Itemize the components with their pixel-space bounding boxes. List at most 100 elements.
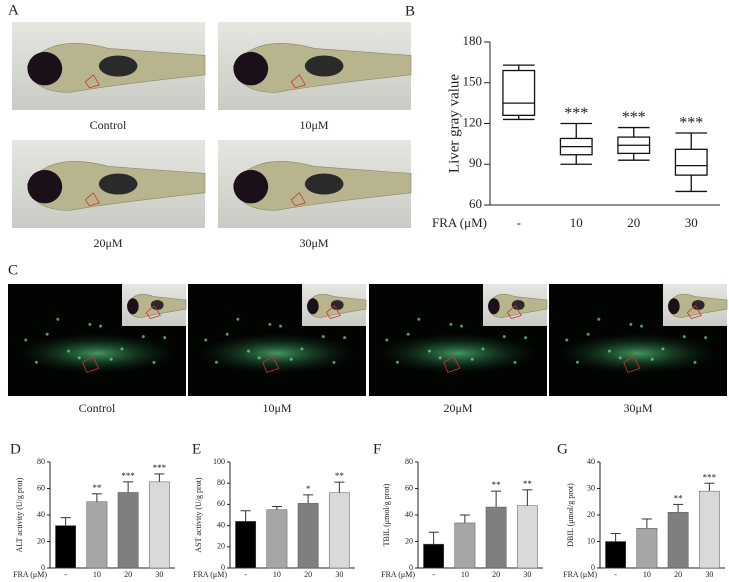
y-tick-label: 80 bbox=[217, 478, 225, 487]
spot bbox=[67, 349, 71, 353]
spot bbox=[524, 336, 528, 340]
spot bbox=[300, 347, 304, 351]
spot bbox=[502, 335, 506, 339]
x-tick-label: 30 bbox=[685, 215, 698, 230]
y-tick-label: 150 bbox=[463, 74, 483, 89]
image-panel-c: C Control 10μM 20μM 30μM bbox=[8, 262, 728, 415]
spot bbox=[428, 349, 432, 353]
caption: 10μM bbox=[299, 118, 328, 132]
x-axis-label: FRA (μM) bbox=[563, 570, 597, 579]
x-tick-label: - bbox=[64, 570, 67, 579]
glow bbox=[196, 333, 358, 374]
spot bbox=[438, 356, 442, 360]
spot bbox=[693, 360, 697, 364]
chart: G 0 10 20 30 40 DBIL (μmol/g prot) FRA (μM) - 10 2… bbox=[557, 441, 725, 579]
spot bbox=[682, 335, 686, 339]
swim-bladder bbox=[330, 299, 344, 311]
y-tick-label: 180 bbox=[463, 33, 483, 48]
bar bbox=[55, 525, 77, 569]
bar bbox=[266, 509, 288, 569]
liver-outline bbox=[82, 355, 100, 373]
significance: ** bbox=[92, 483, 102, 493]
caption: 10μM bbox=[262, 401, 291, 415]
spot bbox=[109, 357, 113, 361]
chart: B 60 90 120 150 180 Liver gray value FRA (μM) - 1… bbox=[405, 3, 720, 230]
liver-outline bbox=[686, 304, 702, 320]
y-tick-label: 40 bbox=[37, 510, 45, 519]
fish-eye bbox=[127, 298, 139, 315]
y-tick-label: 80 bbox=[405, 457, 413, 466]
x-tick-label: 20 bbox=[124, 570, 132, 579]
swim-bladder bbox=[511, 299, 525, 311]
spot bbox=[417, 317, 421, 321]
spot bbox=[470, 357, 474, 361]
y-axis-label: DBIL (μmol/g prot) bbox=[566, 483, 575, 547]
y-tick-label: 80 bbox=[37, 457, 45, 466]
x-tick-label: 10 bbox=[273, 570, 281, 579]
liver-outline bbox=[443, 355, 461, 373]
glow bbox=[377, 333, 539, 374]
x-tick-label: 30 bbox=[335, 570, 343, 579]
bar bbox=[328, 492, 350, 569]
x-axis-label: FRA (μM) bbox=[13, 570, 47, 579]
spot bbox=[236, 317, 240, 321]
x-tick-label: 10 bbox=[643, 570, 651, 579]
y-tick-label: 90 bbox=[469, 155, 482, 170]
y-tick-label: 20 bbox=[587, 510, 595, 519]
spot bbox=[34, 360, 38, 364]
liver-outline bbox=[84, 74, 100, 89]
spot bbox=[214, 360, 218, 364]
x-tick-label: - bbox=[432, 570, 435, 579]
spot bbox=[513, 360, 517, 364]
caption: 30μM bbox=[623, 401, 652, 415]
spot bbox=[565, 338, 569, 342]
spot bbox=[629, 322, 633, 326]
spot bbox=[163, 336, 167, 340]
x-tick-label: 20 bbox=[674, 570, 682, 579]
fish-eye bbox=[27, 51, 63, 86]
spot bbox=[247, 349, 251, 353]
significance: *** bbox=[703, 472, 717, 482]
spot bbox=[257, 356, 261, 360]
significance: ** bbox=[523, 479, 533, 489]
y-tick-label: 30 bbox=[587, 483, 595, 492]
chart: F 0 20 40 60 80 TBIL (μmol/g prot) FRA (μM) - 10 2… bbox=[373, 441, 543, 579]
spot bbox=[268, 322, 272, 326]
box bbox=[674, 148, 708, 176]
spot bbox=[385, 338, 389, 342]
spot bbox=[24, 338, 28, 342]
y-tick-label: 40 bbox=[405, 510, 413, 519]
panel-label: A bbox=[8, 2, 19, 18]
image-panel-a: A Control 10μM 20μM 30μM bbox=[8, 2, 412, 250]
x-axis-label: FRA (μM) bbox=[381, 570, 415, 579]
bar bbox=[297, 503, 319, 569]
y-axis-label: ALT activity (U/g prot) bbox=[15, 477, 24, 552]
y-tick-label: 60 bbox=[217, 499, 225, 508]
y-axis-label: TBIL (μmol/g prot) bbox=[382, 483, 391, 546]
liver-outline bbox=[506, 304, 522, 320]
significance: *** bbox=[153, 463, 167, 473]
spot bbox=[449, 322, 453, 326]
spot bbox=[332, 360, 336, 364]
chart: D 0 20 40 60 80 ALT activity (U/g prot) FRA (μM… bbox=[10, 441, 175, 579]
x-tick-label: 10 bbox=[461, 570, 469, 579]
swim-bladder bbox=[304, 55, 344, 77]
bar bbox=[516, 505, 538, 569]
panel-label: D bbox=[10, 441, 21, 457]
spot bbox=[661, 347, 665, 351]
spot bbox=[608, 349, 612, 353]
significance: * bbox=[306, 484, 311, 494]
caption: 20μM bbox=[443, 401, 472, 415]
spot bbox=[395, 360, 399, 364]
y-axis-label: Liver gray value bbox=[446, 74, 462, 173]
panel-label: G bbox=[557, 441, 568, 457]
x-tick-label: 20 bbox=[304, 570, 312, 579]
y-tick-label: 20 bbox=[405, 536, 413, 545]
y-tick-label: 0 bbox=[591, 563, 595, 572]
spot bbox=[120, 347, 124, 351]
x-tick-label: 10 bbox=[570, 215, 583, 230]
chart: E 0 20 40 60 80 100 AST activity (U/g prot) FRA … bbox=[192, 441, 355, 579]
y-tick-label: 60 bbox=[37, 483, 45, 492]
x-tick-label: 20 bbox=[627, 215, 640, 230]
fish-eye bbox=[488, 298, 500, 315]
